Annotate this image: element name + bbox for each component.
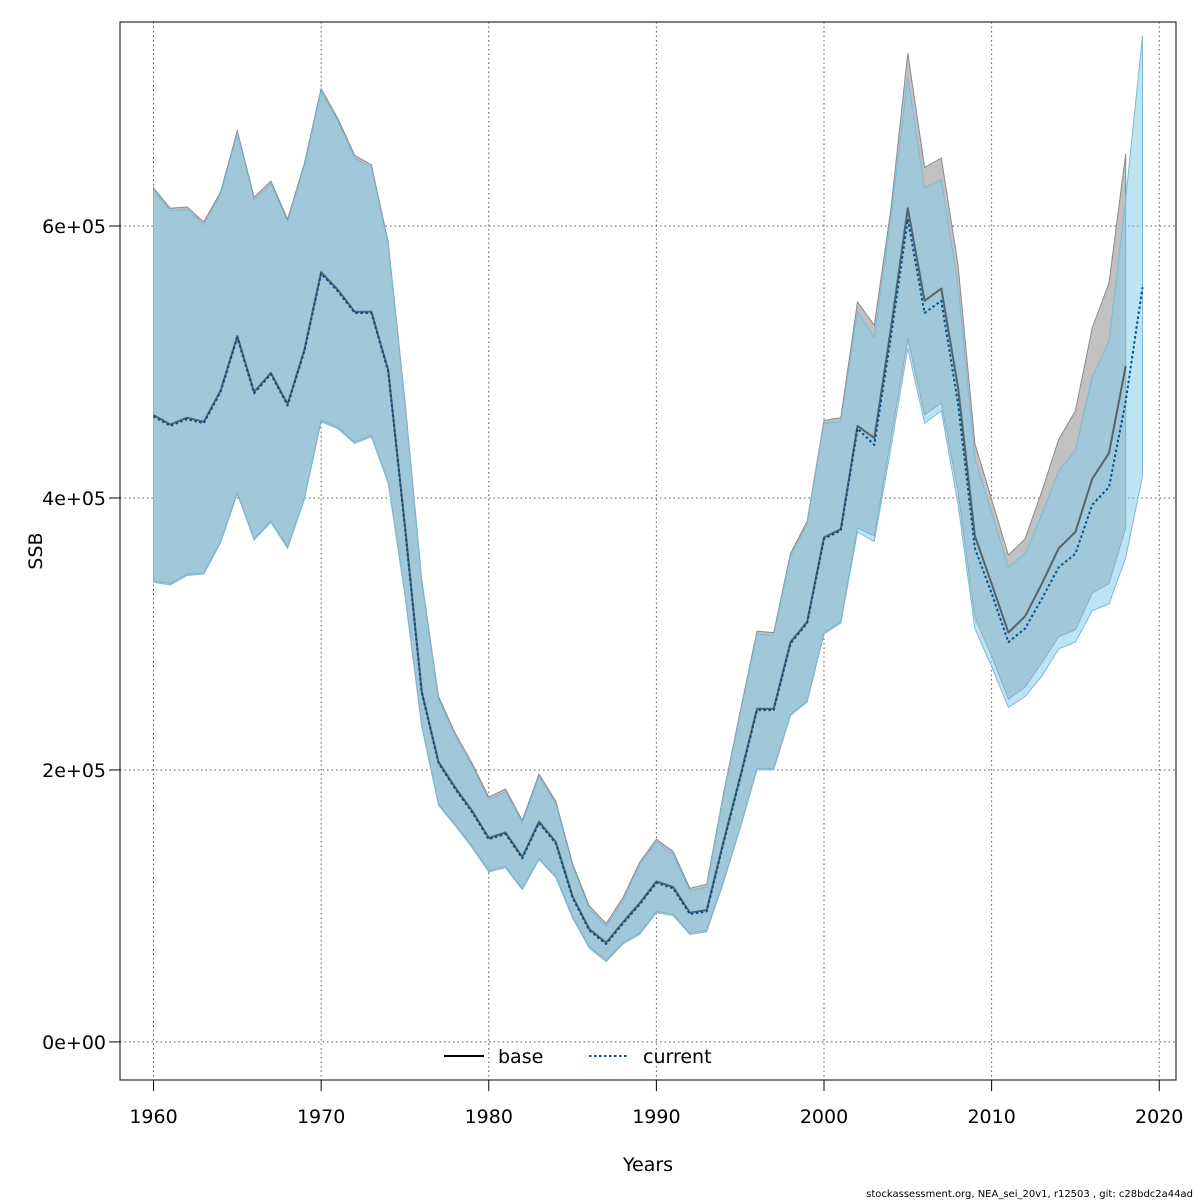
footer-credit: stockassessment.org, NEA_sei_20v1, r1250… [866,1189,1193,1200]
x-tick-label-1980: 1980 [465,1106,513,1128]
series-line-current [153,218,1144,945]
y-axis: 0e+00 2e+05 4e+05 6e+05 [42,216,121,1054]
y-tick-label-1: 2e+05 [42,760,106,782]
x-tick-label-2020: 2020 [1135,1106,1183,1128]
confidence-bands [153,35,1143,963]
series-lines [153,207,1144,945]
y-tick-label-2: 4e+05 [42,488,106,510]
x-axis-title: Years [622,1154,673,1176]
x-tick-label-2000: 2000 [800,1106,848,1128]
y-axis-title: SSB [25,532,47,569]
y-tick-label-3: 6e+05 [42,216,106,238]
x-tick-label-2010: 2010 [967,1106,1015,1128]
x-tick-label-1970: 1970 [297,1106,345,1128]
x-axis: 1960 1970 1980 1990 2000 2010 2020 [129,1079,1183,1128]
legend: base current [444,1046,712,1068]
y-tick-label-0: 0e+00 [42,1032,106,1054]
band-current [153,35,1143,963]
legend-label-base: base [498,1046,543,1068]
legend-label-current: current [643,1046,712,1068]
x-tick-label-1990: 1990 [632,1106,680,1128]
x-tick-label-1960: 1960 [129,1106,177,1128]
